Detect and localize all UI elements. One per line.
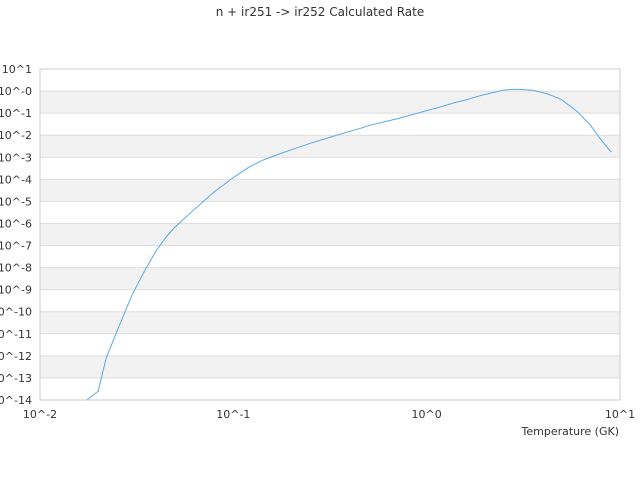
y-tick-label: 10^-6 <box>0 217 32 230</box>
grid-band <box>40 311 620 334</box>
y-tick-label: 10^1 <box>2 63 32 76</box>
y-tick-label: 10^-14 <box>0 394 32 407</box>
y-tick-label: 10^-12 <box>0 350 32 363</box>
grid-bands <box>40 91 620 378</box>
y-tick-labels: 10^-14 10^-13 10^-12 10^-11 10^-10 10^-9 10^-8… <box>0 63 32 407</box>
y-tick-label: 10^-5 <box>0 195 32 208</box>
y-tick-label: 10^-7 <box>0 240 32 253</box>
x-tick-label: 10^-2 <box>23 408 57 421</box>
chart-title: n + ir251 -> ir252 Calculated Rate <box>216 5 424 19</box>
y-tick-label: 10^-3 <box>0 151 32 164</box>
y-tick-label: 10^-10 <box>0 306 32 319</box>
y-tick-label: 10^-4 <box>0 173 32 186</box>
y-tick-label: 10^-0 <box>0 85 32 98</box>
grid-lines <box>40 68 620 401</box>
grid-band <box>40 91 620 114</box>
x-tick-labels: 10^-2 10^-1 10^0 10^1 <box>23 408 635 421</box>
grid-band <box>40 179 620 202</box>
x-tick-label: 10^-1 <box>216 408 250 421</box>
plot-frame <box>39 68 621 401</box>
rate-series-line <box>86 88 612 401</box>
grid-band <box>40 223 620 246</box>
y-tick-label: 10^-2 <box>0 129 32 142</box>
x-tick-label: 10^1 <box>605 408 635 421</box>
grid-band <box>40 355 620 378</box>
y-tick-label: 10^-1 <box>0 107 32 120</box>
y-tick-label: 10^-8 <box>0 262 32 275</box>
y-tick-label: 10^-9 <box>0 284 32 297</box>
x-tick-label: 10^0 <box>412 408 442 421</box>
grid-band <box>40 135 620 158</box>
y-tick-label: 10^-13 <box>0 372 32 385</box>
grid-band <box>40 267 620 290</box>
y-tick-label: 10^-11 <box>0 328 32 341</box>
x-axis-label: Temperature (GK) <box>521 425 620 438</box>
series-group <box>86 88 612 401</box>
